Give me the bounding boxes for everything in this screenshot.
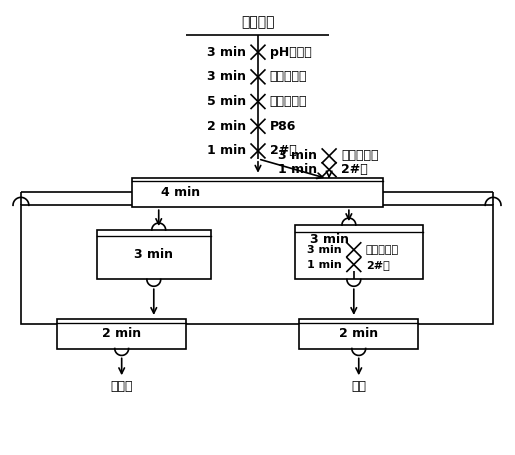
Text: P86: P86 (270, 120, 296, 133)
Text: 3 min: 3 min (278, 149, 317, 162)
Text: 2#油: 2#油 (270, 144, 297, 157)
Text: 3 min: 3 min (207, 46, 246, 59)
Text: 1 min: 1 min (207, 144, 246, 157)
Text: 尾矿: 尾矿 (351, 379, 366, 393)
Text: 3 min: 3 min (134, 248, 173, 261)
Text: 2#油: 2#油 (341, 163, 368, 176)
Text: 5 min: 5 min (207, 95, 246, 108)
Bar (295, 225, 423, 279)
Text: 2 min: 2 min (102, 327, 141, 340)
Text: 3 min: 3 min (207, 71, 246, 83)
Text: 3 min: 3 min (307, 245, 342, 255)
Bar (97, 230, 211, 279)
Text: pH调整剂: pH调整剂 (270, 46, 312, 59)
Text: 2#油: 2#油 (366, 259, 389, 269)
Text: 2 min: 2 min (339, 327, 379, 340)
Text: 锡石捕收剂: 锡石捕收剂 (366, 245, 399, 255)
Text: 1 min: 1 min (278, 163, 317, 176)
Text: 锡石给矿: 锡石给矿 (241, 15, 274, 30)
Text: 4 min: 4 min (161, 186, 200, 199)
Bar (131, 177, 384, 207)
Bar (300, 319, 418, 349)
Text: 1 min: 1 min (307, 259, 342, 269)
Text: 3 min: 3 min (310, 233, 349, 246)
Text: 锡石捕收剂: 锡石捕收剂 (341, 149, 379, 162)
Text: 锡精矿: 锡精矿 (110, 379, 133, 393)
Bar (58, 319, 186, 349)
Bar (21, 205, 493, 324)
Text: 2 min: 2 min (207, 120, 246, 133)
Text: 锡石捕收剂: 锡石捕收剂 (270, 95, 307, 108)
Text: 解抑活化剂: 解抑活化剂 (270, 71, 307, 83)
